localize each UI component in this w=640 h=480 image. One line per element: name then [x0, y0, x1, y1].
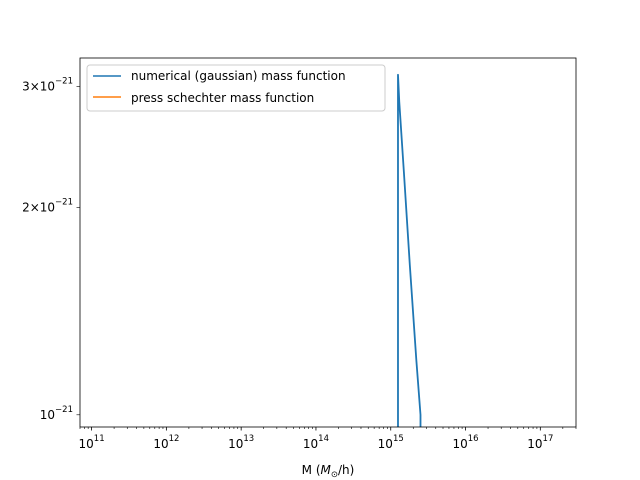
y-tick-label: 10−21: [40, 405, 73, 422]
legend-box: [86, 64, 386, 112]
y-axis-ticks: 3×10−21 2×10−21 10−21: [22, 76, 80, 422]
series-layer: [397, 73, 422, 427]
legend-label-numerical: numerical (gaussian) mass function: [131, 69, 346, 83]
legend-label-press-schechter: press schechter mass function: [131, 91, 314, 105]
legend: numerical (gaussian) mass function press…: [86, 64, 386, 112]
plot-background: [80, 58, 576, 427]
y-tick-label: 3×10−21: [22, 76, 73, 93]
x-axis-ticks: 1011 1012 1013 1014 1015 1016 1017: [79, 427, 577, 451]
x-tick-label: 1015: [378, 434, 404, 451]
x-tick-label: 1011: [79, 434, 105, 451]
x-tick-label: 1017: [527, 434, 553, 451]
x-tick-label: 1013: [228, 434, 254, 451]
y-tick-label: 2×10−21: [22, 198, 73, 215]
x-axis-label: M (M⊙/h): [302, 463, 355, 480]
x-tick-label: 1014: [303, 434, 329, 451]
series-line-0: [397, 73, 422, 427]
plot-frame: [79, 57, 577, 428]
x-tick-label: 1016: [452, 434, 478, 451]
x-tick-label: 1012: [153, 434, 179, 451]
